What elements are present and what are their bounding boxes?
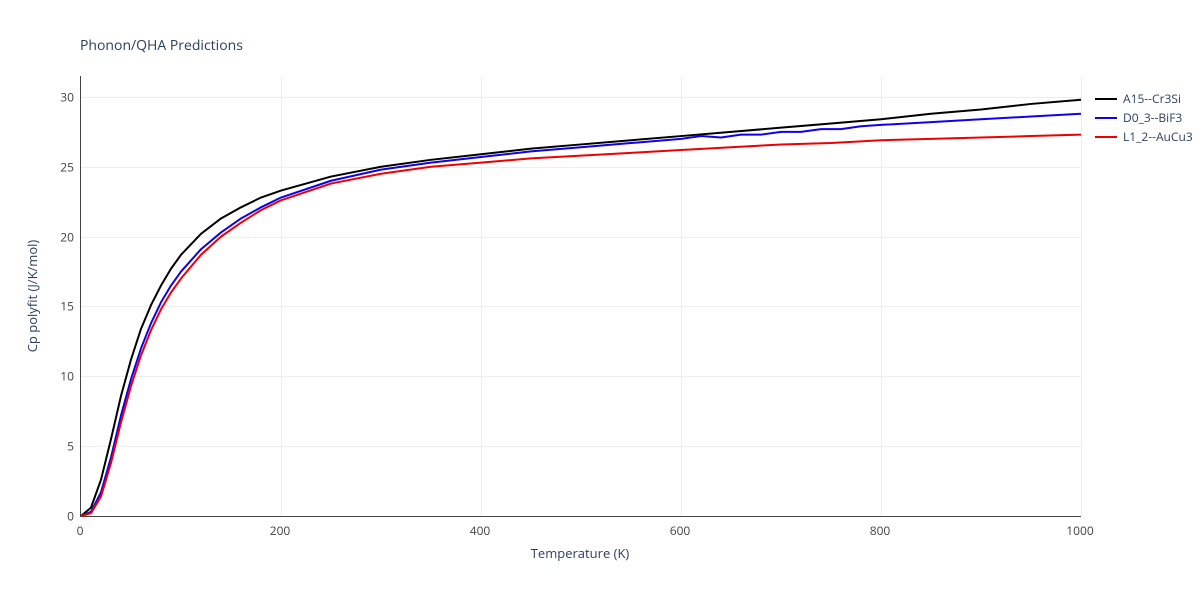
- series-line[interactable]: [81, 100, 1081, 516]
- series-layer: [81, 76, 1081, 516]
- legend-label: A15--Cr3Si: [1123, 90, 1181, 107]
- y-tick-label: 20: [56, 228, 74, 245]
- plot-area[interactable]: [80, 76, 1081, 517]
- legend-label: D0_3--BiF3: [1123, 109, 1182, 126]
- y-tick-label: 25: [56, 158, 74, 175]
- chart-title: Phonon/QHA Predictions: [80, 36, 243, 55]
- x-tick-label: 800: [870, 522, 891, 539]
- legend-item[interactable]: A15--Cr3Si: [1095, 90, 1193, 107]
- legend-swatch: [1095, 117, 1117, 119]
- y-axis-label: Cp polyfit (J/K/mol): [23, 240, 41, 353]
- series-line[interactable]: [81, 114, 1081, 516]
- y-tick-label: 15: [56, 298, 74, 315]
- y-tick-label: 0: [56, 508, 74, 525]
- chart-container: Phonon/QHA Predictions Temperature (K) C…: [0, 0, 1200, 600]
- y-tick-label: 5: [56, 438, 74, 455]
- x-axis-label: Temperature (K): [531, 544, 630, 562]
- series-line[interactable]: [81, 135, 1081, 516]
- x-tick-label: 0: [77, 522, 84, 539]
- x-tick-label: 400: [470, 522, 491, 539]
- gridline-v: [1081, 76, 1082, 516]
- legend: A15--Cr3Si D0_3--BiF3 L1_2--AuCu3: [1095, 90, 1193, 147]
- x-tick-label: 200: [270, 522, 291, 539]
- y-tick-label: 30: [56, 88, 74, 105]
- legend-item[interactable]: D0_3--BiF3: [1095, 109, 1193, 126]
- legend-swatch: [1095, 98, 1117, 100]
- x-tick-label: 1000: [1066, 522, 1093, 539]
- y-tick-label: 10: [56, 368, 74, 385]
- legend-swatch: [1095, 136, 1117, 138]
- x-tick-label: 600: [670, 522, 691, 539]
- legend-label: L1_2--AuCu3: [1123, 128, 1193, 145]
- legend-item[interactable]: L1_2--AuCu3: [1095, 128, 1193, 145]
